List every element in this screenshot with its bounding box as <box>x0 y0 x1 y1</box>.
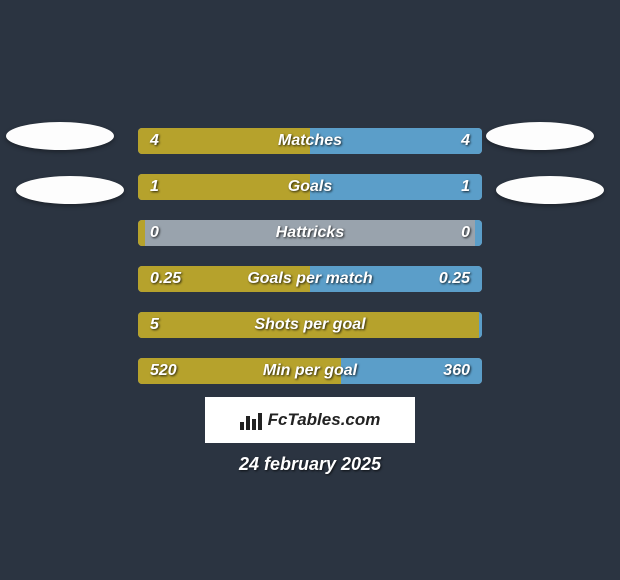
stat-bar-right <box>310 266 482 292</box>
stat-rows: Matches44Goals11Hattricks00Goals per mat… <box>0 118 620 394</box>
brand-icon <box>240 410 262 430</box>
stat-bar-track <box>138 174 482 200</box>
stat-bar-left <box>138 220 145 246</box>
comparison-card: Tunalı vs Dikbasan Club competitions, Se… <box>0 0 620 580</box>
stat-bar-right <box>310 128 482 154</box>
stat-row: Min per goal520360 <box>0 348 620 394</box>
stat-row: Goals per match0.250.25 <box>0 256 620 302</box>
stat-bar-right <box>475 220 482 246</box>
date: 24 february 2025 <box>0 454 620 475</box>
stat-row: Shots per goal5 <box>0 302 620 348</box>
stat-bar-track <box>138 220 482 246</box>
stat-bar-track <box>138 266 482 292</box>
stat-bar-track <box>138 312 482 338</box>
stat-bar-right <box>310 174 482 200</box>
stat-row: Matches44 <box>0 118 620 164</box>
stat-bar-left <box>138 312 479 338</box>
stat-bar-left <box>138 128 310 154</box>
stat-row: Hattricks00 <box>0 210 620 256</box>
stat-bar-track <box>138 358 482 384</box>
stat-bar-left <box>138 174 310 200</box>
stat-row: Goals11 <box>0 164 620 210</box>
stat-bar-right <box>479 312 482 338</box>
stat-bar-left <box>138 266 310 292</box>
stat-bar-left <box>138 358 341 384</box>
brand-text: FcTables.com <box>268 410 381 430</box>
stat-bar-right <box>341 358 482 384</box>
brand-badge: FcTables.com <box>205 397 415 443</box>
stat-bar-track <box>138 128 482 154</box>
